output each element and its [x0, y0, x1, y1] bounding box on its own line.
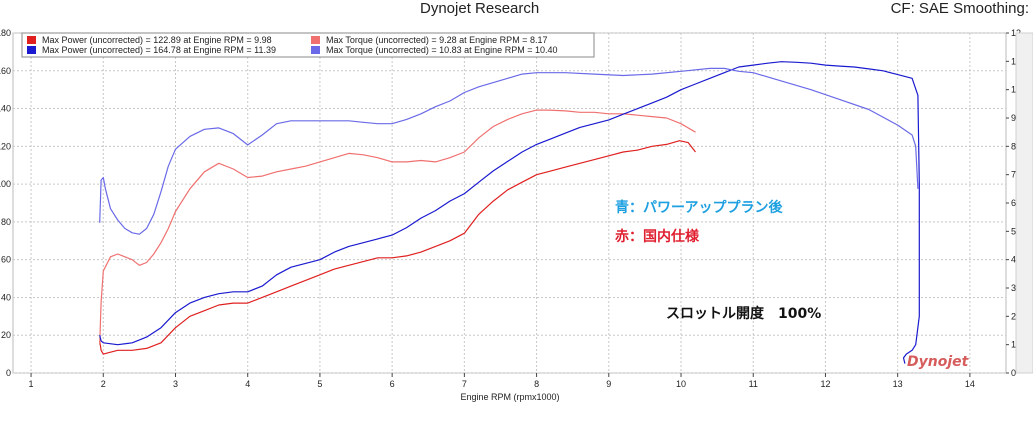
x-axis-title: Engine RPM (rpmx1000): [460, 392, 559, 402]
x-tick-label: 4: [245, 379, 250, 389]
grid: [13, 32, 1006, 374]
x-tick-label: 7: [462, 379, 467, 389]
chart-title: Dynojet Research: [420, 0, 540, 17]
x-tick-label: 6: [390, 379, 395, 389]
legend-label-power-red: Max Power (uncorrected) = 122.89 at Engi…: [42, 35, 272, 45]
y-left-tick-label: 100: [0, 179, 11, 189]
annotation-blue-label: 青：パワーアッププラン後: [615, 199, 783, 216]
y-right-tick-label: 7: [1011, 170, 1016, 180]
series-power-blue: [99, 61, 920, 364]
y-left-tick-label: 180: [0, 28, 11, 38]
y-left-tick-label: 120: [0, 141, 11, 151]
legend-swatch-torque-red: [311, 36, 320, 44]
y-right-tick-label: 5: [1011, 226, 1016, 236]
legend: Max Power (uncorrected) = 122.89 at Engi…: [21, 32, 595, 58]
legend-box: [21, 32, 595, 58]
y-right-tick-label: 9: [1011, 113, 1016, 123]
correction-factor-label: CF: SAE Smoothing:: [890, 0, 1029, 17]
annotation-red-label: 赤：国内仕様: [615, 228, 700, 245]
x-tick-label: 11: [749, 379, 758, 389]
x-tick-label: 13: [893, 379, 903, 389]
y-left-tick-label: 80: [1, 217, 11, 227]
y-right-tick-label: 8: [1011, 141, 1016, 151]
series-group: [99, 61, 920, 364]
y-left-tick-label: 40: [1, 292, 11, 302]
series-torque-red: [99, 109, 696, 345]
y-left-tick-label: 0: [6, 368, 11, 378]
y-left-tick-label: 160: [0, 66, 11, 76]
x-tick-label: 10: [676, 379, 686, 389]
x-axis-ticks: 1 2 3 4 5 6 7 8 9 10 11 12 13 14: [29, 373, 975, 389]
series-torque-blue: [99, 67, 919, 235]
x-tick-label: 2: [101, 379, 106, 389]
y-right-tick-label: 0: [1011, 368, 1016, 378]
y-right-tick-label: 4: [1011, 255, 1016, 265]
dynojet-watermark: Dynojet: [907, 354, 970, 370]
x-tick-label: 9: [606, 379, 611, 389]
x-tick-label: 3: [173, 379, 178, 389]
legend-swatch-torque-blue: [311, 46, 320, 54]
y-right-tick-label: 2: [1011, 311, 1016, 321]
y-axis-left-ticks: 0 20 40 60 80 100 120 140 160 180: [0, 28, 11, 378]
x-tick-label: 5: [317, 379, 322, 389]
y-left-tick-label: 60: [1, 255, 11, 265]
x-tick-label: 8: [534, 379, 539, 389]
legend-label-power-blue: Max Power (uncorrected) = 164.78 at Engi…: [42, 45, 276, 55]
annotation-throttle-label: スロットル開度 100%: [666, 305, 821, 322]
legend-swatch-power-blue: [27, 46, 36, 54]
y-right-tick-label: 6: [1011, 198, 1016, 208]
y-right-tick-label: 1: [1011, 340, 1016, 350]
plot-background: [12, 32, 1007, 374]
right-scrollbar[interactable]: [1015, 32, 1033, 374]
legend-swatch-power-red: [27, 36, 36, 44]
x-tick-label: 14: [965, 379, 975, 389]
legend-label-torque-blue: Max Torque (uncorrected) = 10.83 at Engi…: [326, 45, 557, 55]
series-power-red: [99, 140, 696, 355]
y-left-tick-label: 20: [1, 330, 11, 340]
legend-label-torque-red: Max Torque (uncorrected) = 9.28 at Engin…: [326, 35, 547, 45]
x-tick-label: 1: [29, 379, 34, 389]
y-right-tick-label: 3: [1011, 283, 1016, 293]
x-tick-label: 12: [820, 379, 830, 389]
y-left-tick-label: 140: [0, 104, 11, 114]
